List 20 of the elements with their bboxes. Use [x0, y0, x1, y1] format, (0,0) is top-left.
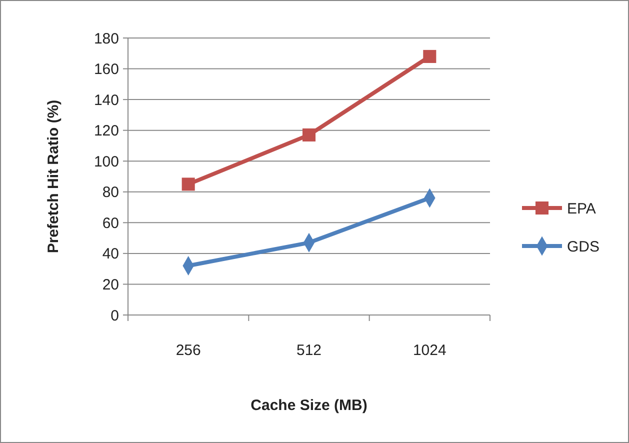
- x-axis-title: Cache Size (MB): [250, 397, 368, 414]
- legend-label: GDS: [567, 238, 600, 256]
- y-tick-label: 160: [94, 61, 119, 78]
- y-tick-label: 180: [94, 30, 119, 48]
- legend-label: EPA: [567, 200, 596, 218]
- y-tick-label: 40: [102, 246, 119, 263]
- y-axis-title: Prefetch Hit Ratio (%): [45, 100, 62, 254]
- x-tick-label: 512: [296, 342, 322, 359]
- point: [182, 178, 195, 191]
- y-tick-label: 120: [94, 122, 119, 140]
- x-tick-label: 1024: [412, 342, 446, 359]
- y-tick-label: 20: [102, 276, 119, 294]
- y-tick-label: 100: [94, 153, 119, 170]
- point: [302, 128, 316, 142]
- point: [423, 50, 436, 63]
- y-tick-label: 0: [110, 307, 119, 324]
- y-tick-label: 80: [102, 184, 119, 202]
- x-tick-label: 256: [176, 342, 201, 359]
- y-tick-label: 60: [102, 214, 119, 232]
- y-tick-label: 140: [94, 92, 119, 109]
